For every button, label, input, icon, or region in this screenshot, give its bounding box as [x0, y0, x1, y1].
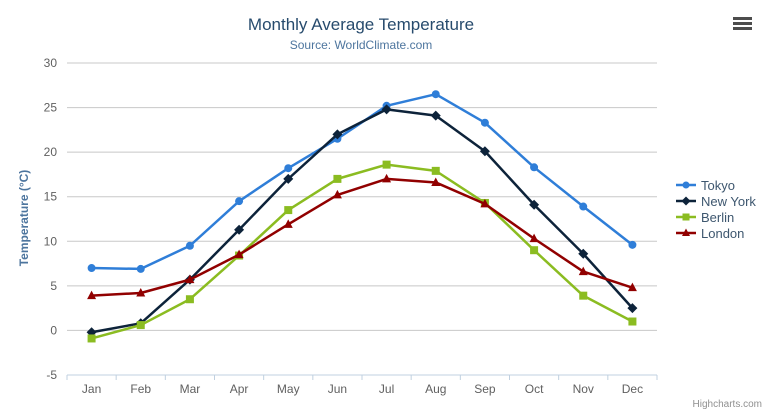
series-tokyo [87, 90, 637, 273]
x-axis-label: Jul [379, 382, 394, 396]
x-axis-label: Nov [573, 382, 594, 396]
x-axis-label: Sep [474, 382, 496, 396]
x-axis-label: Feb [130, 382, 151, 396]
export-menu-button[interactable] [733, 17, 752, 30]
legend-marker-circle-icon [676, 181, 696, 189]
x-axis: Jan Feb Mar Apr May Jun Jul Aug Sep Oct Nov Dec [66, 374, 658, 396]
legend-item-new-york[interactable]: New York [676, 193, 756, 209]
credits-link[interactable]: Highcharts.com [692, 399, 762, 410]
y-axis-label: 30 [44, 56, 58, 70]
series-london [87, 173, 637, 300]
legend-marker-square-icon [676, 213, 696, 221]
y-axis-label: 25 [44, 101, 58, 115]
y-axis-label: 15 [44, 190, 58, 204]
x-axis-label: Jan [82, 382, 101, 396]
legend-label: New York [701, 193, 756, 209]
hamburger-menu-icon [733, 17, 752, 20]
y-axis-label: 0 [50, 323, 57, 337]
hamburger-menu-icon [733, 27, 752, 30]
series-new-york [86, 104, 638, 338]
legend-item-tokyo[interactable]: Tokyo [676, 177, 756, 193]
legend: Tokyo New York Berlin London [676, 177, 756, 241]
x-axis-label: Oct [525, 382, 544, 396]
legend-marker-diamond-icon [676, 196, 696, 206]
y-grid-and-labels: 30 25 20 15 10 5 0 -5 [44, 56, 657, 382]
legend-marker-triangle-icon [676, 228, 696, 236]
hamburger-menu-icon [733, 22, 752, 25]
legend-label: Tokyo [701, 177, 735, 193]
y-axis-label: -5 [46, 368, 57, 382]
y-axis-title: Temperature (°C) [17, 169, 31, 267]
x-axis-label: Mar [180, 382, 201, 396]
x-axis-label: Aug [425, 382, 446, 396]
series-berlin [87, 160, 637, 343]
y-axis-label: 10 [44, 234, 58, 248]
chart-subtitle: Source: WorldClimate.com [289, 38, 433, 52]
y-axis-label: 5 [50, 279, 57, 293]
legend-item-berlin[interactable]: Berlin [676, 209, 756, 225]
legend-label: Berlin [701, 209, 735, 225]
chart-title: Monthly Average Temperature [247, 15, 475, 34]
legend-item-london[interactable]: London [676, 225, 756, 241]
legend-label: London [701, 225, 745, 241]
y-axis-label: 20 [44, 145, 58, 159]
x-axis-label: Apr [230, 382, 249, 396]
x-axis-label: May [277, 382, 300, 396]
x-axis-label: Jun [328, 382, 347, 396]
x-axis-label: Dec [622, 382, 643, 396]
